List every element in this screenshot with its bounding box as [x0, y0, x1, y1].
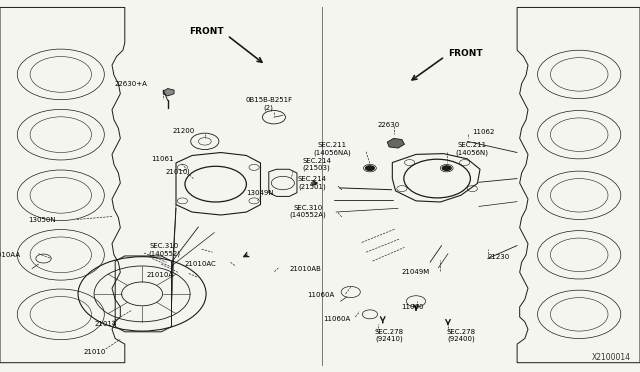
Text: 22630+A: 22630+A — [115, 81, 147, 87]
Text: 22630: 22630 — [378, 122, 400, 128]
Text: X2100014: X2100014 — [591, 353, 630, 362]
Text: 21010AA: 21010AA — [0, 252, 20, 258]
Text: SEC.211
(14056NA): SEC.211 (14056NA) — [313, 142, 351, 155]
Circle shape — [365, 165, 375, 171]
Text: 13050N: 13050N — [29, 217, 56, 223]
Text: 11060: 11060 — [401, 304, 424, 310]
Polygon shape — [163, 89, 174, 96]
Text: 21010AC: 21010AC — [184, 261, 216, 267]
Text: 11061: 11061 — [152, 156, 174, 162]
Polygon shape — [387, 138, 404, 148]
Text: 21014: 21014 — [95, 321, 116, 327]
Text: SEC.214
(21501): SEC.214 (21501) — [298, 176, 326, 190]
Text: SEC.310
(140552A): SEC.310 (140552A) — [290, 205, 326, 218]
Text: 21010J: 21010J — [165, 169, 189, 175]
Text: 11062: 11062 — [472, 129, 495, 135]
Text: SEC.310
(140552): SEC.310 (140552) — [148, 243, 180, 257]
Text: 21010: 21010 — [84, 349, 106, 355]
Text: 21200: 21200 — [173, 128, 195, 134]
Text: 21049M: 21049M — [402, 269, 430, 275]
Text: SEC.214
(21503): SEC.214 (21503) — [302, 158, 331, 171]
Text: 11060A: 11060A — [307, 292, 334, 298]
Text: 21230: 21230 — [488, 254, 510, 260]
Text: SEC.278
(92410): SEC.278 (92410) — [374, 329, 404, 342]
Text: SEC.278
(92400): SEC.278 (92400) — [447, 329, 476, 342]
Text: 11060A: 11060A — [323, 316, 351, 322]
Text: 21010AB: 21010AB — [289, 266, 321, 272]
Text: 13049N: 13049N — [246, 190, 274, 196]
Text: 21010A: 21010A — [147, 272, 174, 278]
Text: FRONT: FRONT — [448, 49, 483, 58]
Text: 0B15B-B251F
(2): 0B15B-B251F (2) — [245, 97, 292, 111]
Circle shape — [442, 165, 452, 171]
Text: FRONT: FRONT — [189, 27, 223, 36]
Text: SEC.211
(14056N): SEC.211 (14056N) — [456, 142, 489, 155]
